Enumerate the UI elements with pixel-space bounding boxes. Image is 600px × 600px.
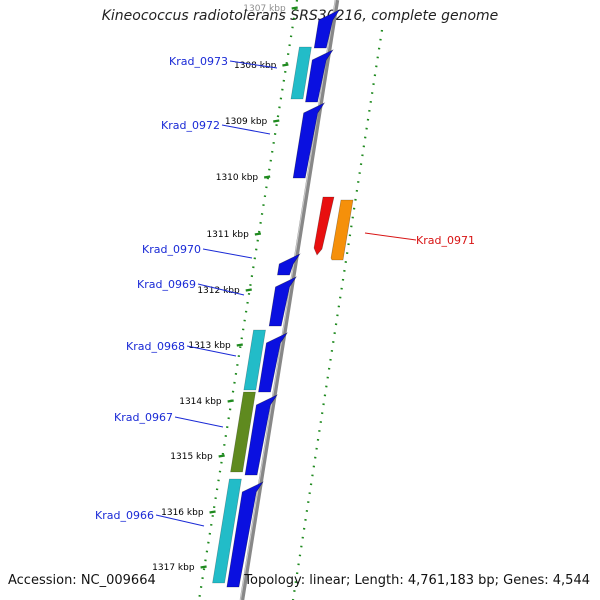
gene-leader-line — [221, 124, 271, 135]
genome-backbone — [239, 0, 340, 600]
scale-tick-label: 1311 kbp — [206, 230, 249, 240]
forward-gene-arrow — [313, 9, 341, 49]
scale-tick-label: 1307 kbp — [243, 4, 286, 14]
gene-leader-line — [364, 232, 417, 241]
scale-tick-mark — [209, 510, 216, 514]
gene-label-krad-0973: Krad_0973 — [169, 55, 228, 68]
krad-0968-arrow — [258, 332, 288, 393]
genome-summary-text: Topology: linear; Length: 4,761,183 bp; … — [244, 573, 590, 588]
genome-title: Kineococcus radiotolerans SRS30216, comp… — [101, 8, 499, 24]
scale-tick-label: 1308 kbp — [234, 61, 277, 71]
scale-tick-label: 1317 kbp — [152, 563, 195, 573]
gene-label-krad-0968: Krad_0968 — [126, 340, 185, 353]
scale-tick-label: 1312 kbp — [197, 286, 240, 296]
krad-0972-arrow — [292, 102, 326, 179]
scale-tick-mark — [227, 399, 234, 403]
scale-tick-mark — [263, 175, 271, 179]
scale-tick-mark — [218, 454, 225, 458]
scale-tick-mark — [236, 343, 243, 347]
scale-tick-label: 1310 kbp — [216, 173, 259, 183]
gene-label-krad-0972: Krad_0972 — [161, 119, 220, 132]
accession-text: Accession: NC_009664 — [8, 573, 156, 588]
krad-0971-orange-band — [330, 199, 354, 261]
gene-label-krad-0971: Krad_0971 — [416, 234, 475, 247]
krad-0971-gene — [313, 196, 335, 256]
krad-0968-band — [243, 329, 266, 391]
scale-tick-mark — [282, 63, 289, 67]
gene-leader-line — [202, 248, 253, 259]
gene-label-krad-0966: Krad_0966 — [95, 509, 154, 522]
gene-label-krad-0970: Krad_0970 — [142, 243, 201, 256]
gene-leader-line — [186, 345, 237, 357]
krad-0973-band — [290, 46, 312, 100]
gene-leader-line — [197, 283, 245, 296]
krad-0966-band — [212, 478, 242, 584]
scale-tick-label: 1316 kbp — [161, 508, 204, 518]
krad-0973-arrow — [305, 49, 334, 103]
scale-tick-label: 1314 kbp — [179, 397, 222, 407]
krad-0967-band — [230, 391, 256, 473]
krad-0969-arrow — [268, 276, 297, 327]
scale-tick-label: 1309 kbp — [225, 117, 268, 127]
genome-backbone-highlight — [240, 0, 336, 600]
gene-leader-line — [229, 60, 278, 69]
scale-tick-mark — [245, 288, 252, 292]
scale-tick-label: 1313 kbp — [188, 341, 231, 351]
gene-leader-line — [174, 416, 224, 428]
scale-tick-mark — [291, 6, 298, 10]
right-dotted-lane — [291, 29, 384, 600]
krad-0966-arrow — [226, 481, 264, 588]
krad-0970-arrow — [277, 253, 301, 276]
gene-label-krad-0969: Krad_0969 — [137, 278, 196, 291]
scale-tick-mark — [200, 565, 207, 569]
krad-0967-arrow — [244, 394, 278, 476]
scale-tick-mark — [273, 119, 280, 123]
scale-tick-mark — [254, 232, 262, 236]
scale-tick-label: 1315 kbp — [170, 452, 213, 462]
gene-leader-line — [155, 514, 205, 527]
gene-label-krad-0967: Krad_0967 — [114, 411, 173, 424]
